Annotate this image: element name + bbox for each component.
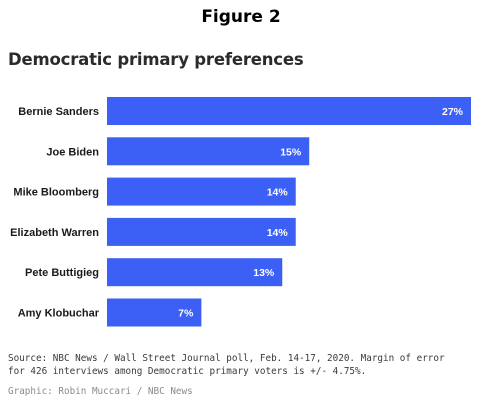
category-label-mike-bloomberg: Mike Bloomberg [13, 187, 99, 199]
category-label-joe-biden: Joe Biden [46, 146, 99, 158]
bar-bernie-sanders [107, 97, 471, 125]
value-label-pete-buttigieg: 13% [253, 267, 275, 279]
bar-elizabeth-warren [107, 217, 296, 246]
chart-title: Democratic primary preferences [8, 50, 304, 69]
value-label-elizabeth-warren: 14% [267, 227, 289, 239]
bar-joe-biden [107, 137, 310, 166]
source-line-1: Source: NBC News / Wall Street Journal p… [8, 353, 445, 364]
source-line-2: for 426 interviews among Democratic prim… [8, 366, 367, 377]
value-label-mike-bloomberg: 14% [267, 187, 289, 199]
category-label-elizabeth-warren: Elizabeth Warren [10, 227, 99, 239]
category-label-amy-klobuchar: Amy Klobuchar [18, 308, 100, 320]
value-label-joe-biden: 15% [280, 146, 302, 158]
bar-mike-bloomberg [107, 177, 296, 206]
figure-label: Figure 2 [201, 7, 281, 27]
value-label-bernie-sanders: 27% [442, 106, 464, 118]
value-label-amy-klobuchar: 7% [178, 308, 194, 320]
category-label-pete-buttigieg: Pete Buttigieg [25, 267, 99, 279]
category-label-bernie-sanders: Bernie Sanders [18, 106, 99, 118]
bar-amy-klobuchar [107, 298, 202, 327]
bar-pete-buttigieg [107, 258, 283, 287]
source-note: Source: NBC News / Wall Street Journal p… [8, 352, 445, 378]
graphic-credit: Graphic: Robin Muccari / NBC News [8, 386, 193, 397]
